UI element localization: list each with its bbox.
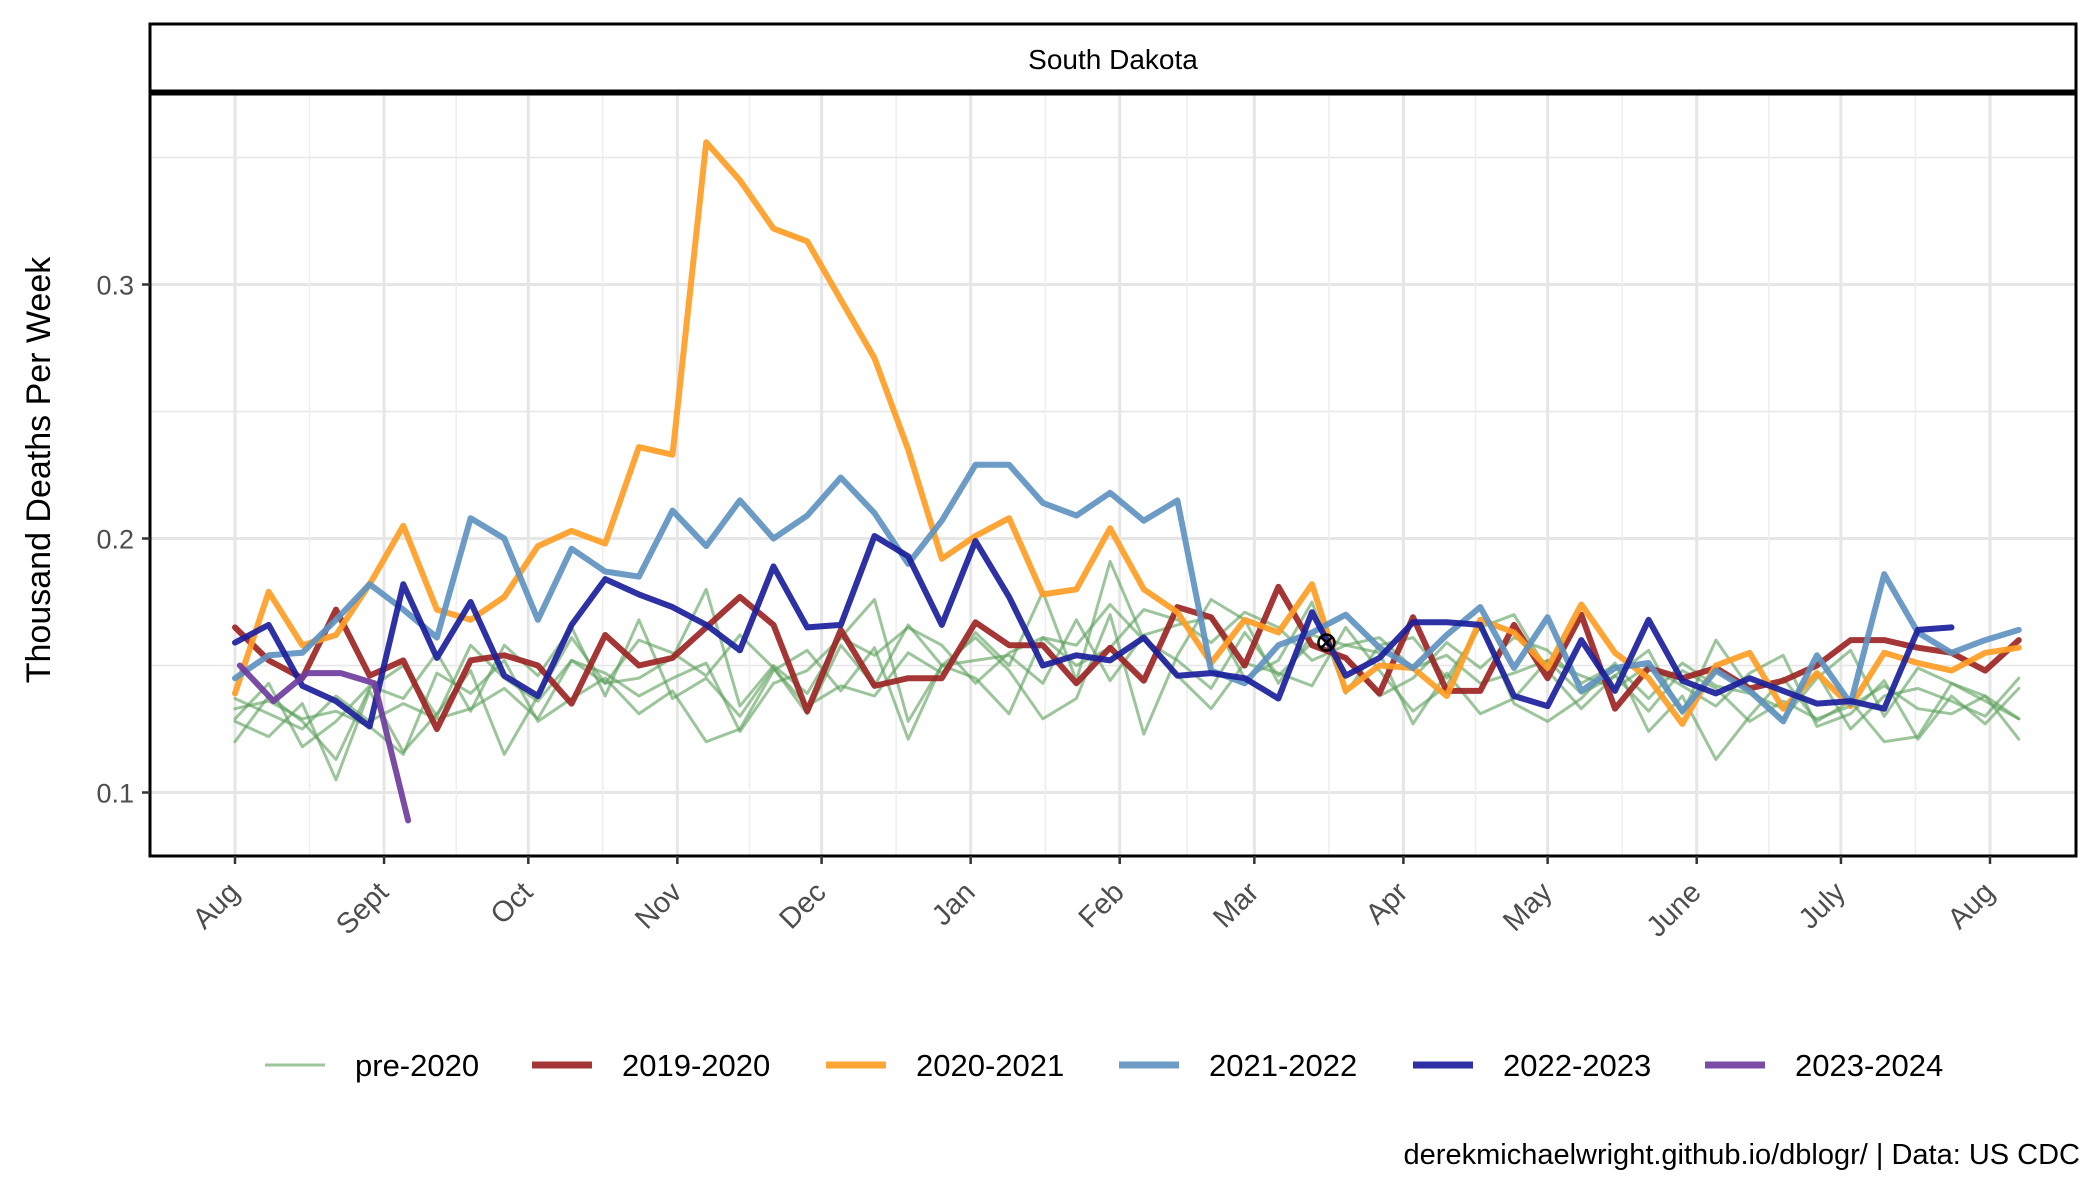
y-tick-label: 0.3: [96, 271, 134, 301]
gridlines: [150, 94, 2076, 856]
panel-border: [148, 92, 2078, 858]
series-pre-2020-3-line: [233, 598, 2021, 756]
legend-item: 2023-2024: [1705, 1048, 1943, 1083]
series-2020-2021-line: [232, 139, 2022, 727]
y-axis-label: Thousand Deaths Per Week: [20, 256, 58, 683]
current-week-marker: [1317, 633, 1336, 652]
x-tick-label: Oct: [485, 876, 540, 931]
marker-cross: [1320, 636, 1333, 650]
legend-label: pre-2020: [355, 1048, 479, 1083]
x-tick-label: Aug: [187, 876, 246, 935]
legend: pre-2020 2019-2020 2020-2021 2021-2022 2022-…: [265, 1048, 1943, 1083]
series-pre-2020-1-line: [233, 603, 2021, 761]
x-tick-label: Nov: [629, 876, 688, 935]
x-tick-label: Mar: [1207, 876, 1265, 934]
plot-panel: [150, 94, 2076, 856]
legend-label: 2021-2022: [1209, 1048, 1357, 1083]
x-tick-label: Aug: [1942, 876, 2001, 935]
legend-item: 2021-2022: [1119, 1048, 1357, 1083]
legend-label: 2020-2021: [916, 1048, 1064, 1083]
legend-label: 2022-2023: [1503, 1048, 1651, 1083]
x-tick-label: June: [1641, 876, 1708, 943]
x-tick-label: Sept: [330, 876, 395, 941]
facet-title: South Dakota: [1028, 44, 1198, 75]
x-tick-label: Dec: [773, 876, 832, 935]
x-tick-label: Jan: [926, 876, 982, 932]
legend-label: 2019-2020: [622, 1048, 770, 1083]
series-2022-2023-line: [232, 533, 1955, 730]
marker-circle: [1317, 633, 1336, 652]
legend-item: 2020-2021: [826, 1048, 1064, 1083]
x-tick-label: May: [1497, 876, 1559, 938]
x-tick-label: Apr: [1360, 876, 1415, 931]
series-layer: [232, 139, 2022, 824]
legend-item: pre-2020: [265, 1048, 479, 1083]
x-tick-label: Feb: [1073, 876, 1131, 934]
y-tick-label: 0.2: [96, 525, 134, 555]
series-2021-2022-line: [232, 461, 2022, 725]
x-tick-label: July: [1793, 876, 1852, 935]
series-pre-2020-4-line: [233, 559, 2021, 761]
series-2023-2024-line: [236, 662, 412, 824]
panel-background: [150, 94, 2076, 856]
caption: derekmichaelwright.github.io/dblogr/ | D…: [1404, 1139, 2080, 1171]
legend-item: 2022-2023: [1413, 1048, 1651, 1083]
legend-label: 2023-2024: [1795, 1048, 1943, 1083]
facet-strip: [148, 22, 2078, 93]
y-tick-label: 0.1: [96, 779, 134, 809]
legend-item: 2019-2020: [532, 1048, 770, 1083]
facet-strip-box: [148, 22, 2078, 93]
series-pre-2020-2-line: [233, 587, 2021, 782]
